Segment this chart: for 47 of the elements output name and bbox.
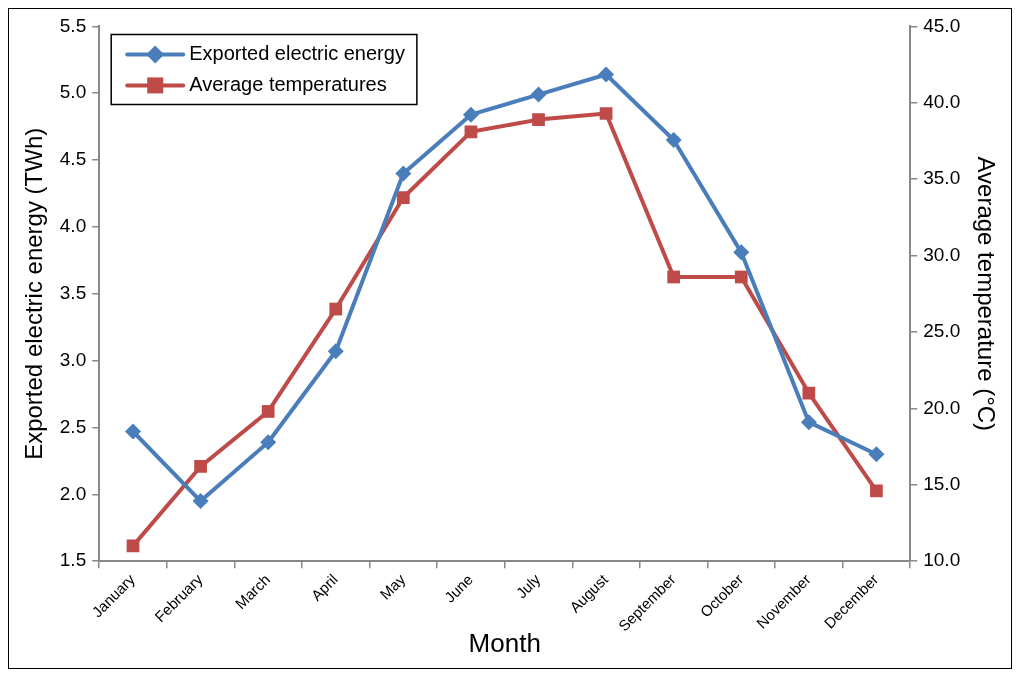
point	[125, 423, 142, 440]
y-tick-label: 5.0	[59, 81, 87, 103]
point	[395, 165, 412, 182]
point	[665, 132, 682, 149]
point	[870, 484, 883, 498]
point	[734, 270, 748, 284]
y-tick-label: 4.0	[59, 215, 87, 237]
y2-tick-label: 45.0	[923, 14, 961, 36]
y2-tick-label: 40.0	[923, 91, 961, 113]
y2-tick-label: 35.0	[923, 167, 961, 189]
y-tick-label: 3.5	[59, 282, 87, 304]
point	[733, 244, 750, 261]
point	[261, 405, 275, 418]
point	[599, 107, 613, 120]
y2-tick-label: 20.0	[923, 396, 961, 418]
point	[462, 106, 479, 123]
y2-tick-label: 15.0	[923, 473, 961, 495]
y2-tick-label: 25.0	[923, 320, 961, 342]
point	[800, 414, 817, 431]
point	[192, 493, 209, 510]
y-tick-label: 5.5	[59, 14, 87, 36]
legend-label: Average temperatures	[189, 72, 387, 95]
point	[194, 460, 207, 473]
point	[598, 66, 615, 83]
y-tick-label: 2.5	[59, 415, 87, 437]
x-tick-label: May	[376, 570, 409, 603]
y-tick-label: 1.5	[59, 549, 87, 571]
y2-tick-label: 30.0	[923, 243, 961, 265]
point	[667, 270, 681, 284]
x-tick-label: July	[512, 570, 544, 602]
y2-axis-title: Average temperature (°C)	[972, 156, 1000, 432]
point	[327, 343, 344, 360]
point	[532, 113, 545, 126]
y-tick-label: 2.0	[59, 482, 87, 504]
x-axis-title: Month	[468, 627, 541, 658]
point	[464, 125, 478, 139]
point	[802, 386, 816, 400]
legend-label: Exported electric energy	[189, 41, 405, 64]
y-tick-label: 3.0	[59, 348, 87, 370]
point	[260, 434, 277, 451]
point	[868, 446, 885, 463]
point	[530, 86, 547, 103]
point	[396, 191, 410, 204]
y-axis-title: Exported electric energy (TWh)	[20, 127, 48, 460]
y2-tick-label: 10.0	[923, 549, 961, 571]
point	[329, 302, 343, 316]
y-tick-label: 4.5	[59, 148, 87, 170]
